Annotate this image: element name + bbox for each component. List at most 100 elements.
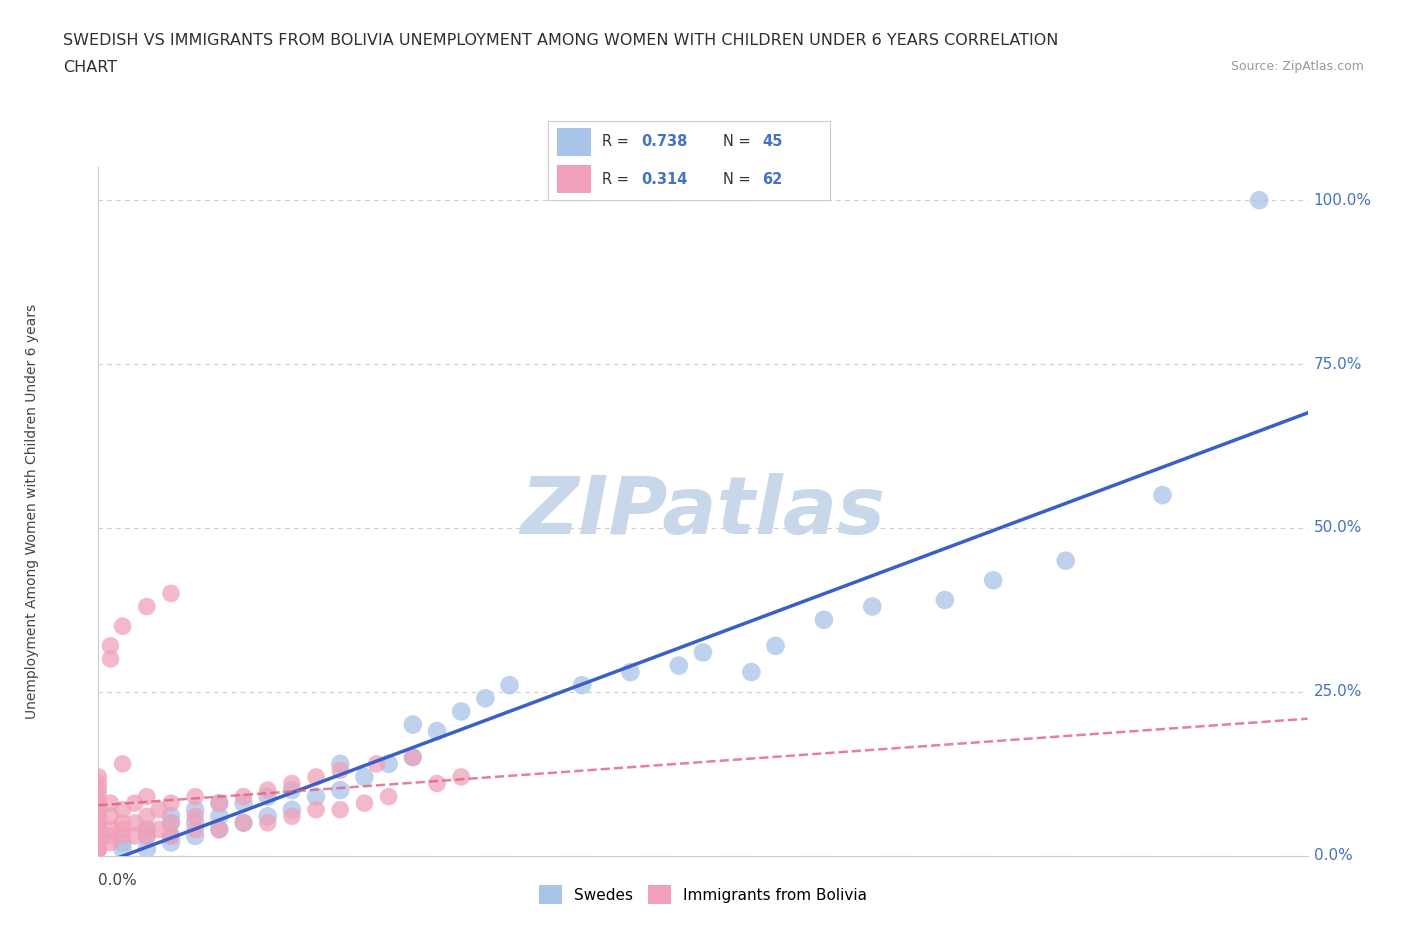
Point <box>281 803 304 817</box>
Point <box>87 835 110 850</box>
Point <box>100 638 122 653</box>
Point <box>402 750 425 764</box>
Point <box>135 599 157 614</box>
Text: Unemployment Among Women with Children Under 6 years: Unemployment Among Women with Children U… <box>25 304 39 719</box>
Text: N =: N = <box>723 134 755 150</box>
Point <box>87 842 110 857</box>
Point <box>160 829 183 844</box>
Point <box>87 835 110 850</box>
Point <box>692 645 714 660</box>
Point <box>860 599 883 614</box>
Text: 0.0%: 0.0% <box>98 872 138 888</box>
Point <box>87 769 110 784</box>
Point <box>148 822 170 837</box>
Text: N =: N = <box>723 171 755 187</box>
Point <box>87 783 110 798</box>
Point <box>740 665 762 680</box>
Text: 100.0%: 100.0% <box>1313 193 1372 207</box>
Point <box>160 835 183 850</box>
Point <box>111 618 134 633</box>
Point <box>87 842 110 857</box>
Point <box>256 809 278 824</box>
Point <box>256 783 278 798</box>
Point <box>232 816 254 830</box>
Point <box>184 790 207 804</box>
Point <box>87 796 110 811</box>
Text: 0.738: 0.738 <box>641 134 688 150</box>
Point <box>87 829 110 844</box>
Point <box>329 803 352 817</box>
Point <box>124 796 146 811</box>
Point <box>232 790 254 804</box>
Point <box>160 586 183 601</box>
Point <box>100 829 122 844</box>
Point <box>160 796 183 811</box>
Point <box>402 717 425 732</box>
Text: Source: ZipAtlas.com: Source: ZipAtlas.com <box>1230 60 1364 73</box>
Point <box>111 829 134 844</box>
Point <box>135 822 157 837</box>
Text: 75.0%: 75.0% <box>1313 356 1362 371</box>
Point <box>208 822 231 837</box>
Point <box>87 822 110 837</box>
Point <box>135 842 157 857</box>
Point <box>100 809 122 824</box>
Point <box>124 829 146 844</box>
Point <box>232 816 254 830</box>
Point <box>281 783 304 798</box>
Point <box>100 652 122 667</box>
Point <box>571 678 593 693</box>
Point <box>100 796 122 811</box>
Point <box>377 756 399 771</box>
Point <box>208 796 231 811</box>
Point <box>111 816 134 830</box>
Point <box>281 809 304 824</box>
Text: CHART: CHART <box>63 60 117 75</box>
Text: 0.314: 0.314 <box>641 171 688 187</box>
Point <box>305 803 328 817</box>
Point <box>124 816 146 830</box>
Point <box>135 822 157 837</box>
Point <box>474 691 496 706</box>
Point <box>426 776 449 790</box>
Point <box>256 816 278 830</box>
Point <box>498 678 520 693</box>
Text: R =: R = <box>602 171 633 187</box>
Point <box>668 658 690 673</box>
FancyBboxPatch shape <box>557 128 591 155</box>
Point <box>184 816 207 830</box>
Point <box>232 796 254 811</box>
Point <box>160 816 183 830</box>
Text: 50.0%: 50.0% <box>1313 521 1362 536</box>
Point <box>184 829 207 844</box>
Point <box>329 783 352 798</box>
Point <box>619 665 641 680</box>
Point <box>208 822 231 837</box>
Point <box>184 809 207 824</box>
Point <box>135 829 157 844</box>
Text: 0.0%: 0.0% <box>1313 848 1353 863</box>
Point <box>111 835 134 850</box>
Point <box>87 822 110 837</box>
Point <box>353 769 375 784</box>
Point <box>353 796 375 811</box>
Point <box>135 790 157 804</box>
FancyBboxPatch shape <box>557 166 591 193</box>
Point <box>87 829 110 844</box>
Point <box>377 790 399 804</box>
Point <box>208 796 231 811</box>
Point <box>148 803 170 817</box>
Text: 25.0%: 25.0% <box>1313 684 1362 699</box>
Point <box>100 822 122 837</box>
Point <box>1054 553 1077 568</box>
Point <box>256 790 278 804</box>
Point <box>366 756 388 771</box>
Point <box>87 776 110 790</box>
Point <box>160 829 183 844</box>
Point <box>1249 193 1271 207</box>
Text: 45: 45 <box>762 134 782 150</box>
Point <box>160 809 183 824</box>
Point <box>87 835 110 850</box>
Point <box>111 756 134 771</box>
Point <box>184 803 207 817</box>
